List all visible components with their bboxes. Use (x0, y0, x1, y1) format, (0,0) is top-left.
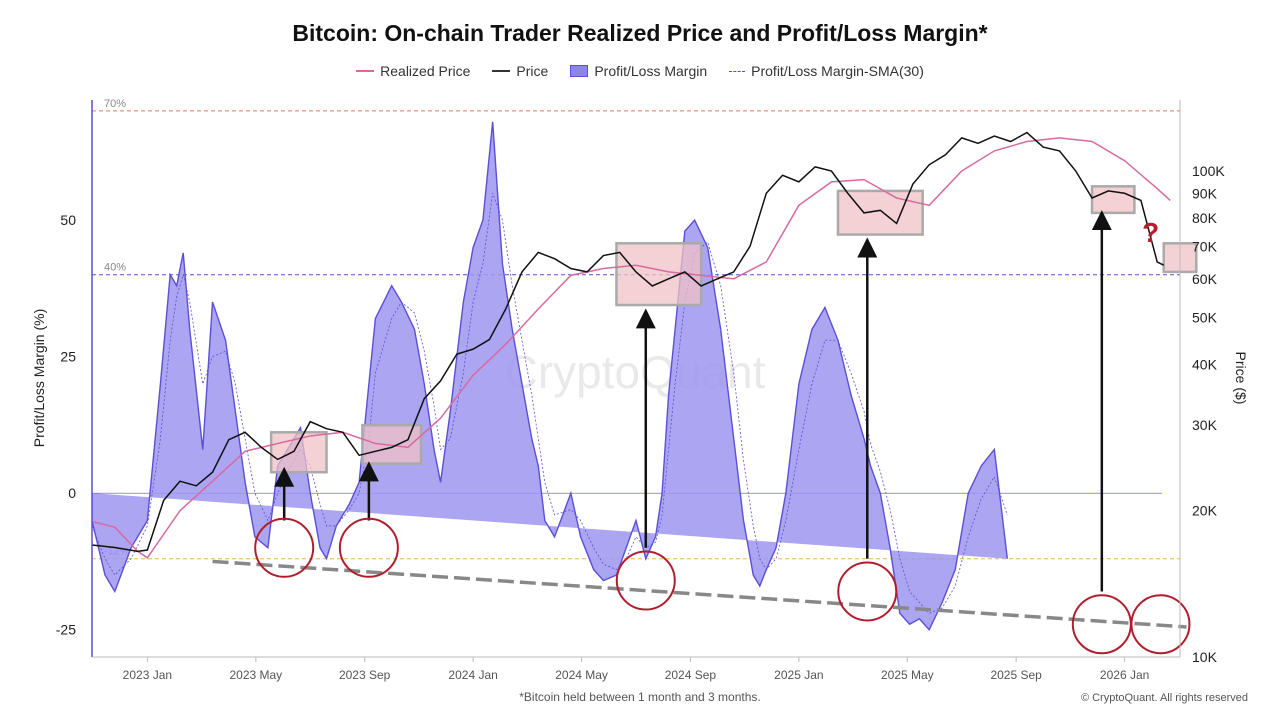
axes-layer (91, 100, 1181, 658)
legend-swatch-margin (570, 65, 589, 77)
bottom-circle-3 (837, 561, 898, 622)
bottom-circle-1 (338, 517, 399, 578)
x-tick-label-4: 2024 May (555, 668, 608, 682)
copyright: © CryptoQuant. All rights reserved (1080, 692, 1248, 704)
legend-swatch-sma (729, 70, 746, 72)
price-layer (91, 131, 1171, 559)
right-tick-label-9: 10K (1192, 649, 1218, 665)
right-tick-label-1: 90K (1192, 185, 1218, 201)
reference-label-0: 70% (104, 98, 126, 110)
ticks-layer: 50 25 0 -25 100K 90K 80K 70K 60K 50K 40K 30K 20K 10K 2… (31, 163, 1249, 682)
bottom-circle-2 (615, 550, 676, 611)
boxes-layer (269, 185, 1198, 474)
x-tick-label-5: 2024 Sep (665, 668, 717, 682)
legend-label-realized-price: Realized Price (380, 63, 471, 79)
legend-swatch-price (492, 70, 511, 72)
legend-label-sma: Profit/Loss Margin-SMA(30) (751, 63, 924, 79)
support-trend-line (212, 559, 1187, 629)
highlight-box-4 (1090, 185, 1136, 215)
left-tick-label-1: 25 (60, 349, 76, 365)
footnote: *Bitcoin held between 1 month and 3 mont… (519, 690, 761, 704)
bottom-circle-5 (1130, 594, 1191, 655)
legend-item-sma[interactable]: Profit/Loss Margin-SMA(30) (729, 63, 924, 79)
margin-layer (91, 121, 1009, 631)
right-tick-label-3: 70K (1192, 238, 1218, 254)
left-tick-label-2: 0 (68, 485, 76, 501)
chart-title: Bitcoin: On-chain Trader Realized Price … (292, 20, 988, 46)
reference-label-1: 40% (104, 262, 126, 274)
right-tick-label-7: 30K (1192, 417, 1218, 433)
highlight-box-0 (269, 431, 328, 474)
reference-lines-layer: 70%40%-12% (92, 98, 1180, 560)
x-tick-label-2: 2023 Sep (339, 668, 391, 682)
left-tick-label-3: -25 (56, 622, 76, 638)
legend-item-price[interactable]: Price (492, 63, 548, 79)
margin-sma-line (91, 192, 1008, 614)
y-axis-title-right: Price ($) (1233, 352, 1249, 405)
chart-legend: Realized Price Price Profit/Loss Margin … (0, 63, 1280, 79)
y-axis-title-left: Profit/Loss Margin (%) (31, 309, 47, 447)
legend-swatch-realized-price (356, 70, 375, 72)
realized-price-line (91, 137, 1171, 559)
bottom-circle-0 (254, 517, 315, 578)
right-tick-label-4: 60K (1192, 271, 1218, 287)
price-line (91, 131, 1165, 553)
legend-label-price: Price (516, 63, 549, 79)
annotation-layer: ? (212, 210, 1191, 655)
x-tick-label-9: 2026 Jan (1100, 668, 1149, 682)
x-tick-label-3: 2024 Jan (448, 668, 497, 682)
x-tick-label-6: 2025 Jan (774, 668, 823, 682)
x-tick-label-7: 2025 May (881, 668, 934, 682)
left-tick-label-0: 50 (60, 212, 76, 228)
legend-item-realized-price[interactable]: Realized Price (356, 63, 470, 79)
right-tick-label-5: 50K (1192, 309, 1218, 325)
x-tick-label-8: 2025 Sep (990, 668, 1042, 682)
right-tick-label-8: 20K (1192, 503, 1218, 519)
question-mark: ? (1142, 217, 1159, 248)
legend-label-margin: Profit/Loss Margin (594, 63, 708, 79)
legend-item-margin[interactable]: Profit/Loss Margin (570, 63, 707, 79)
x-tick-label-0: 2023 Jan (123, 668, 172, 682)
margin-line (91, 121, 1009, 631)
highlight-box-3 (836, 189, 924, 236)
x-tick-label-1: 2023 May (229, 668, 282, 682)
right-tick-label-6: 40K (1192, 356, 1218, 372)
right-tick-label-2: 80K (1192, 210, 1218, 226)
right-tick-label-0: 100K (1192, 163, 1225, 179)
